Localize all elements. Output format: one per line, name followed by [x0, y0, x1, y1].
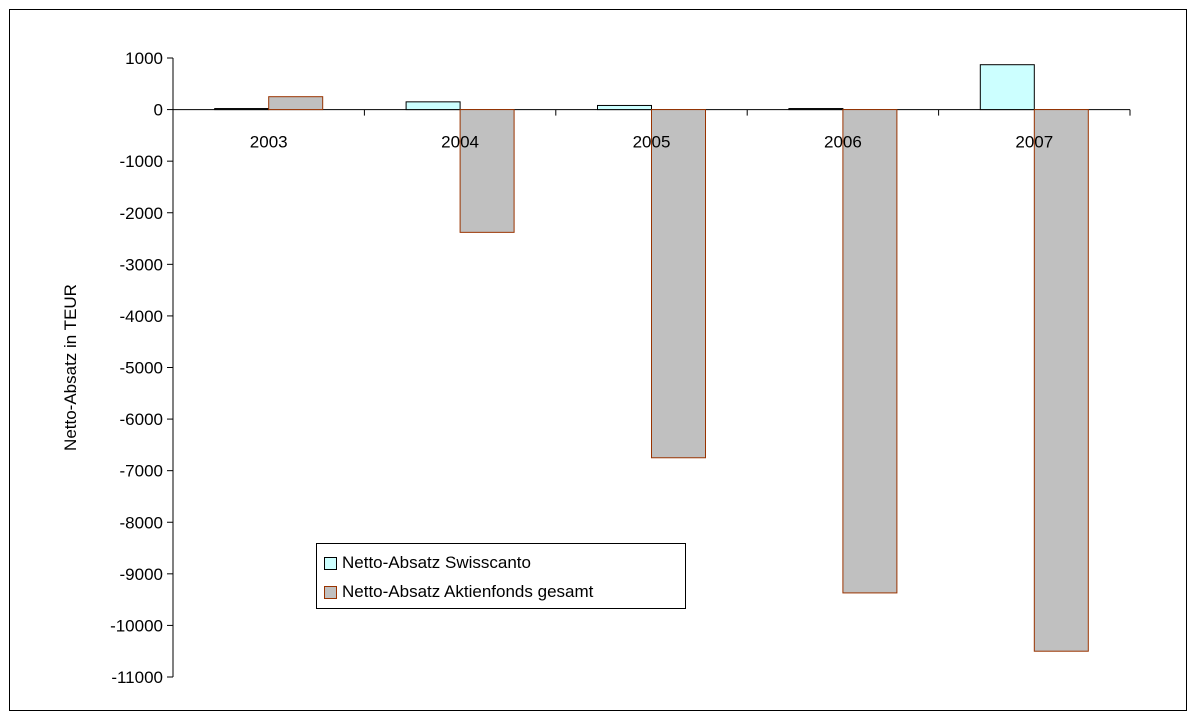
bar-swisscanto-2004: [405, 101, 461, 111]
y-tick-label-8: -7000: [120, 462, 163, 481]
legend: Netto-Absatz Swisscanto Netto-Absatz Akt…: [316, 543, 686, 609]
y-axis-title: Netto-Absatz in TEUR: [61, 284, 80, 451]
legend-item-aktienfonds: Netto-Absatz Aktienfonds gesamt: [324, 582, 593, 602]
y-tick-label-12: -11000: [111, 668, 163, 687]
x-tick-label-2005: 2005: [633, 133, 671, 152]
y-tick-label-7: -6000: [120, 410, 163, 429]
y-tick-label-9: -8000: [120, 513, 163, 532]
legend-item-swisscanto: Netto-Absatz Swisscanto: [324, 553, 531, 573]
x-tick-label-2006: 2006: [824, 133, 862, 152]
bar-swisscanto-2003: [214, 108, 270, 111]
y-tick-label-6: -5000: [120, 359, 163, 378]
y-tick-label-1: 0: [154, 101, 163, 120]
y-tick-label-3: -2000: [120, 204, 163, 223]
bar-swisscanto-2007: [979, 64, 1035, 111]
y-tick-label-4: -3000: [120, 255, 163, 274]
bar-aktienfonds-2005: [651, 109, 706, 459]
y-tick-label-0: 1000: [125, 49, 163, 68]
y-tick-label-2: -1000: [120, 152, 163, 171]
x-tick-label-2007: 2007: [1015, 133, 1053, 152]
legend-swatch-swisscanto: [324, 556, 337, 570]
x-tick-label-2004: 2004: [441, 133, 479, 152]
bar-aktienfonds-2003: [268, 96, 324, 111]
bar-aktienfonds-2004: [459, 109, 515, 233]
y-tick-label-10: -9000: [120, 565, 163, 584]
bar-swisscanto-2005: [597, 104, 652, 111]
bar-swisscanto-2006: [788, 108, 844, 111]
bar-aktienfonds-2007: [1033, 109, 1089, 652]
legend-label-aktienfonds: Netto-Absatz Aktienfonds gesamt: [342, 582, 594, 601]
y-tick-label-11: -10000: [110, 616, 163, 635]
legend-label-swisscanto: Netto-Absatz Swisscanto: [342, 553, 531, 572]
legend-swatch-aktienfonds: [324, 585, 337, 599]
y-tick-label-5: -4000: [120, 307, 163, 326]
x-tick-label-2003: 2003: [250, 133, 288, 152]
bar-aktienfonds-2006: [842, 109, 898, 594]
